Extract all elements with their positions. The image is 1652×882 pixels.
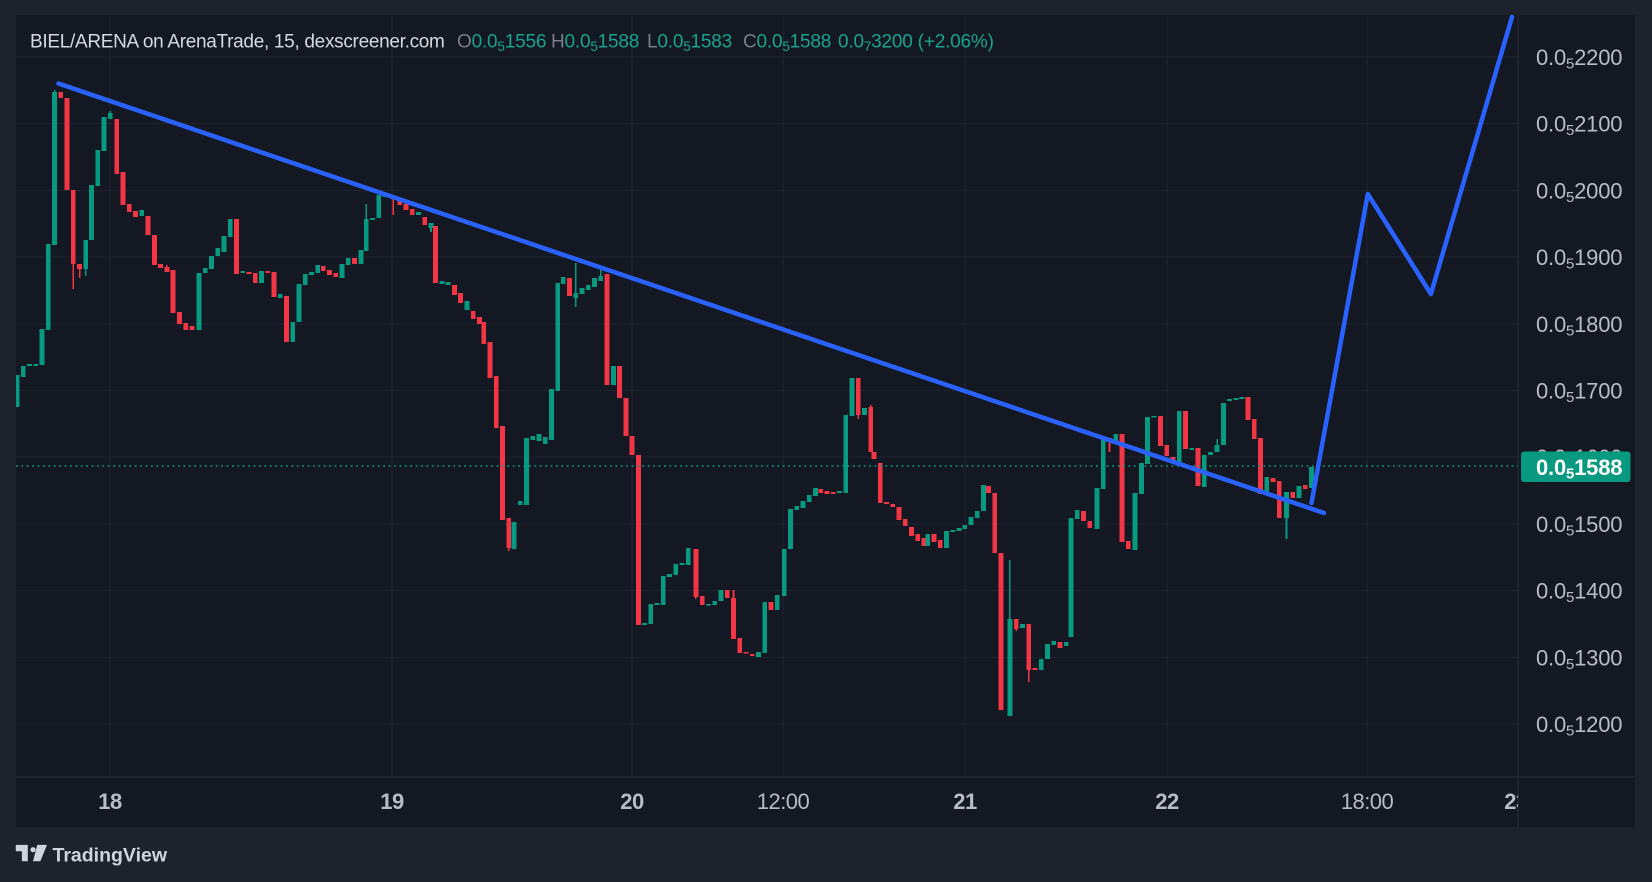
svg-text:0.052200: 0.052200 <box>1536 45 1622 73</box>
svg-text:O0.051556: O0.051556 <box>457 32 546 55</box>
svg-text:0.051900: 0.051900 <box>1536 245 1622 273</box>
svg-text:18:00: 18:00 <box>1341 789 1394 814</box>
svg-text:23: 23 <box>1504 789 1528 814</box>
svg-text:BIEL/ARENA on ArenaTrade, 15,: BIEL/ARENA on ArenaTrade, 15, dexscreene… <box>30 32 445 53</box>
svg-text:H0.051588: H0.051588 <box>551 32 639 55</box>
svg-text:0.051300: 0.051300 <box>1536 645 1622 673</box>
svg-text:0.052000: 0.052000 <box>1536 178 1622 206</box>
svg-text:0.051400: 0.051400 <box>1536 579 1622 607</box>
svg-text:0.051700: 0.051700 <box>1536 379 1622 407</box>
svg-text:C0.051588: C0.051588 <box>743 32 831 55</box>
svg-text:0.051588: 0.051588 <box>1536 455 1622 483</box>
svg-text:20: 20 <box>620 789 644 814</box>
svg-text:0.051200: 0.051200 <box>1536 712 1622 740</box>
svg-text:0.073200 (+2.06%): 0.073200 (+2.06%) <box>838 32 994 55</box>
svg-text:0.052100: 0.052100 <box>1536 112 1622 140</box>
svg-text:22: 22 <box>1155 789 1179 814</box>
svg-text:12:00: 12:00 <box>757 789 810 814</box>
svg-text:19: 19 <box>380 789 404 814</box>
svg-text:L0.051583: L0.051583 <box>647 32 732 55</box>
svg-text:0.051500: 0.051500 <box>1536 512 1622 540</box>
svg-text:18: 18 <box>98 789 122 814</box>
svg-text:0.051800: 0.051800 <box>1536 312 1622 340</box>
svg-text:TradingView: TradingView <box>53 845 168 867</box>
svg-text:21: 21 <box>953 789 977 814</box>
